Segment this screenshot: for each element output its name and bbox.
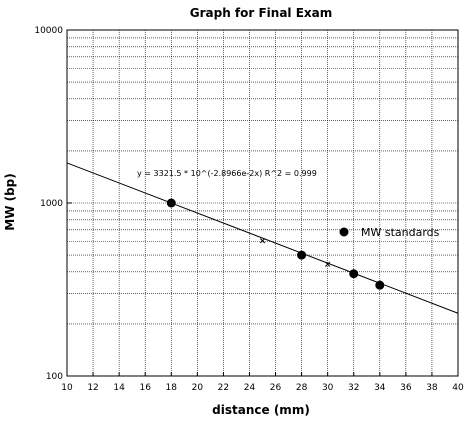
x-tick-label: 12 <box>87 383 98 393</box>
data-points: ×× <box>166 198 385 290</box>
fit-equation: y = 3321.5 * 10^(-2.8966e-2x) R^2 = 0.99… <box>137 169 317 178</box>
x-axis-label: distance (mm) <box>212 403 310 417</box>
grid-lines <box>67 30 458 376</box>
x-tick-label: 28 <box>296 383 308 393</box>
legend: MW standards <box>339 226 440 239</box>
data-point-x: × <box>259 237 267 247</box>
data-point-circle <box>166 198 176 208</box>
x-tick-label: 22 <box>218 383 229 393</box>
fit-line-group <box>66 162 459 314</box>
x-tick-label: 10 <box>61 383 73 393</box>
x-tick-label: 40 <box>452 383 464 393</box>
x-tick-label: 30 <box>322 383 334 393</box>
data-point-circle <box>349 269 359 279</box>
x-tick-labels: 10 12 14 16 18 20 22 24 26 28 30 32 34 36 38 40 <box>61 372 464 393</box>
x-tick-label: 34 <box>374 383 386 393</box>
x-tick-label: 24 <box>244 383 256 393</box>
y-axis-label: MW (bp) <box>3 173 17 231</box>
x-tick-label: 26 <box>270 383 282 393</box>
data-point-x: × <box>324 260 332 270</box>
x-tick-label: 18 <box>166 383 178 393</box>
x-tick-label: 14 <box>113 383 125 393</box>
legend-marker-circle <box>339 227 349 237</box>
y-tick-labels: 100 1000 10000 <box>34 26 72 382</box>
x-tick-label: 20 <box>192 383 204 393</box>
y-tick-label: 1000 <box>40 199 63 209</box>
y-tick-label: 100 <box>46 372 63 382</box>
fit-line <box>66 162 459 314</box>
x-tick-label: 16 <box>139 383 151 393</box>
x-tick-label: 36 <box>400 383 412 393</box>
data-point-circle <box>375 280 385 290</box>
y-tick-label: 10000 <box>34 26 63 36</box>
chart-title: Graph for Final Exam <box>190 6 333 20</box>
x-tick-label: 38 <box>426 383 438 393</box>
data-point-circle <box>297 250 307 260</box>
legend-label: MW standards <box>361 226 440 239</box>
x-tick-label: 32 <box>348 383 359 393</box>
